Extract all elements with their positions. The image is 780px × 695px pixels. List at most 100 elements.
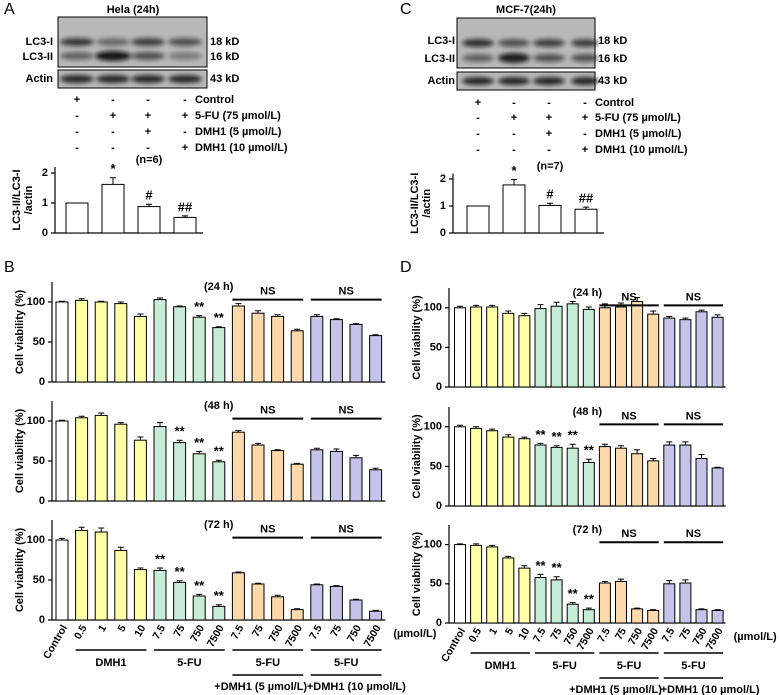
treatment-sign: + bbox=[145, 126, 151, 138]
bar bbox=[550, 305, 563, 388]
bar bbox=[486, 306, 499, 388]
bar bbox=[566, 603, 579, 624]
y-tick-label: 0 bbox=[436, 381, 442, 393]
y-tick-label: 50 bbox=[430, 578, 442, 590]
error-bar bbox=[682, 441, 689, 446]
x-tick-label: 5 bbox=[115, 623, 128, 634]
bar bbox=[153, 299, 167, 383]
bar bbox=[470, 544, 483, 624]
bar bbox=[75, 299, 89, 383]
error-bar bbox=[618, 445, 624, 449]
band bbox=[498, 77, 530, 85]
error-bar bbox=[333, 585, 340, 587]
error-bar bbox=[585, 607, 592, 610]
bar bbox=[349, 457, 363, 502]
x-tick-label: 7.5 bbox=[531, 626, 549, 645]
bar bbox=[538, 204, 562, 234]
ns-label: NS bbox=[339, 405, 354, 417]
bar bbox=[598, 307, 611, 388]
error-bar bbox=[650, 457, 657, 461]
bar bbox=[518, 315, 531, 388]
treatment-sign: - bbox=[111, 94, 115, 106]
significance-mark: ** bbox=[214, 310, 225, 325]
treatment-sign: + bbox=[74, 94, 80, 106]
error-bar bbox=[176, 305, 183, 307]
x-tick-label: 750 bbox=[266, 623, 285, 644]
panel-label: B bbox=[4, 259, 15, 276]
band bbox=[168, 52, 202, 60]
error-bar bbox=[110, 177, 116, 185]
bar bbox=[502, 557, 515, 624]
x-tick-label: 75 bbox=[613, 626, 629, 642]
error-bar bbox=[235, 571, 242, 573]
y-tick-label: 100 bbox=[27, 296, 45, 308]
ns-label: NS bbox=[260, 286, 275, 298]
treatment-sign: - bbox=[512, 144, 516, 156]
y-tick-label: 0 bbox=[42, 227, 48, 239]
bar bbox=[251, 312, 265, 383]
x-tick-label: 7500 bbox=[639, 626, 661, 652]
error-bar bbox=[333, 318, 340, 320]
y-tick-label: 0 bbox=[39, 376, 45, 388]
band-label: Actin bbox=[26, 73, 54, 85]
error-bar bbox=[682, 579, 689, 584]
chart-title: (24 h) bbox=[204, 281, 234, 293]
group-label: 5-FU bbox=[681, 660, 706, 672]
bar bbox=[502, 184, 526, 234]
treatment-sign: - bbox=[547, 97, 551, 109]
bar bbox=[75, 417, 89, 502]
error-bar bbox=[553, 576, 560, 580]
error-bar bbox=[505, 434, 512, 438]
error-bar bbox=[714, 466, 721, 468]
treatment-sign: + bbox=[182, 142, 188, 154]
error-bar bbox=[333, 448, 340, 452]
bar bbox=[133, 569, 147, 621]
band bbox=[168, 75, 202, 83]
y-tick-label: 0 bbox=[39, 495, 45, 507]
bar bbox=[310, 584, 324, 621]
bar bbox=[310, 315, 324, 383]
y-axis-label: Cell viability (%) bbox=[14, 289, 26, 374]
band-size: 18 kD bbox=[598, 35, 627, 47]
error-bar bbox=[59, 419, 65, 421]
bar bbox=[679, 319, 692, 388]
x-tick-label: 7.5 bbox=[150, 623, 168, 642]
bar bbox=[695, 311, 708, 388]
error-bar bbox=[117, 422, 124, 425]
error-bar bbox=[634, 297, 641, 302]
error-bar bbox=[682, 317, 689, 320]
x-tick-label: 75 bbox=[250, 623, 266, 639]
bar bbox=[173, 306, 187, 383]
bar bbox=[566, 303, 579, 388]
x-tick-label: 0.5 bbox=[466, 626, 484, 645]
band bbox=[571, 39, 599, 47]
bar bbox=[290, 463, 304, 502]
bar bbox=[55, 420, 69, 502]
bar bbox=[598, 582, 611, 624]
error-bar bbox=[313, 314, 320, 317]
y-axis-label: Cell viability (%) bbox=[14, 527, 26, 612]
treatment-label: DMH1 (5 µmol/L) bbox=[595, 128, 682, 140]
treatment-sign: - bbox=[583, 97, 587, 109]
bar bbox=[582, 461, 595, 507]
bar bbox=[192, 595, 206, 621]
bar bbox=[369, 610, 383, 621]
significance-mark: ** bbox=[584, 592, 595, 607]
band bbox=[462, 77, 494, 85]
bar bbox=[133, 439, 147, 502]
band bbox=[60, 52, 94, 60]
treatment-sign: - bbox=[75, 110, 79, 122]
treatment-label: DMH1 (5 µmol/L) bbox=[195, 126, 282, 138]
bar bbox=[534, 308, 547, 388]
error-bar bbox=[294, 328, 301, 331]
bar bbox=[615, 306, 627, 388]
band-size: 43 kD bbox=[210, 73, 239, 85]
error-bar bbox=[569, 602, 576, 605]
error-bar bbox=[521, 312, 528, 316]
band bbox=[131, 52, 165, 60]
x-tick-label: 5 bbox=[503, 626, 516, 637]
band bbox=[131, 75, 165, 83]
x-tick-label: 75 bbox=[548, 626, 564, 642]
bar bbox=[647, 609, 660, 624]
treatment-sign: - bbox=[111, 126, 115, 138]
